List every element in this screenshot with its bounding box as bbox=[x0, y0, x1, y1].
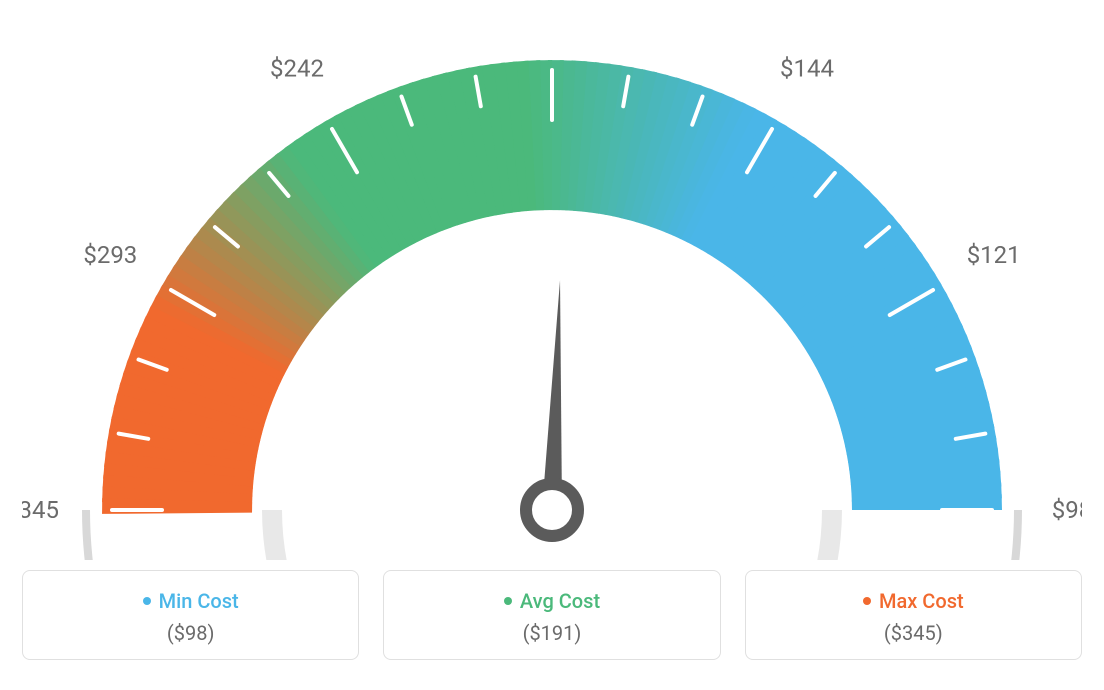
gauge-needle bbox=[542, 280, 562, 510]
legend-value-min: ($98) bbox=[35, 621, 346, 645]
gauge-tick-label: $144 bbox=[780, 54, 834, 82]
gauge-tick-label: $293 bbox=[83, 241, 137, 269]
legend-value-avg: ($191) bbox=[396, 621, 707, 645]
gauge-svg: $98$121$144$191$242$293$345 bbox=[22, 20, 1082, 560]
legend-value-max: ($345) bbox=[758, 621, 1069, 645]
gauge-tick-label: $345 bbox=[22, 496, 59, 524]
legend-label-min: Min Cost bbox=[159, 589, 239, 613]
gauge-tick-label: $242 bbox=[270, 54, 324, 82]
gauge-tick-label: $121 bbox=[967, 241, 1021, 269]
gauge-hub bbox=[526, 484, 578, 536]
legend-title-avg: Avg Cost bbox=[396, 589, 707, 613]
legend-card-max: Max Cost ($345) bbox=[745, 570, 1082, 660]
legend-card-avg: Avg Cost ($191) bbox=[383, 570, 720, 660]
legend-title-max: Max Cost bbox=[758, 589, 1069, 613]
legend-dot-avg bbox=[504, 597, 512, 605]
legend-dot-max bbox=[863, 597, 871, 605]
legend-row: Min Cost ($98) Avg Cost ($191) Max Cost … bbox=[22, 570, 1082, 660]
legend-card-min: Min Cost ($98) bbox=[22, 570, 359, 660]
legend-title-min: Min Cost bbox=[35, 589, 346, 613]
legend-label-avg: Avg Cost bbox=[520, 589, 600, 613]
legend-label-max: Max Cost bbox=[879, 589, 964, 613]
legend-dot-min bbox=[143, 597, 151, 605]
gauge-tick-label: $98 bbox=[1052, 496, 1082, 524]
gauge-chart: $98$121$144$191$242$293$345 bbox=[22, 20, 1082, 560]
